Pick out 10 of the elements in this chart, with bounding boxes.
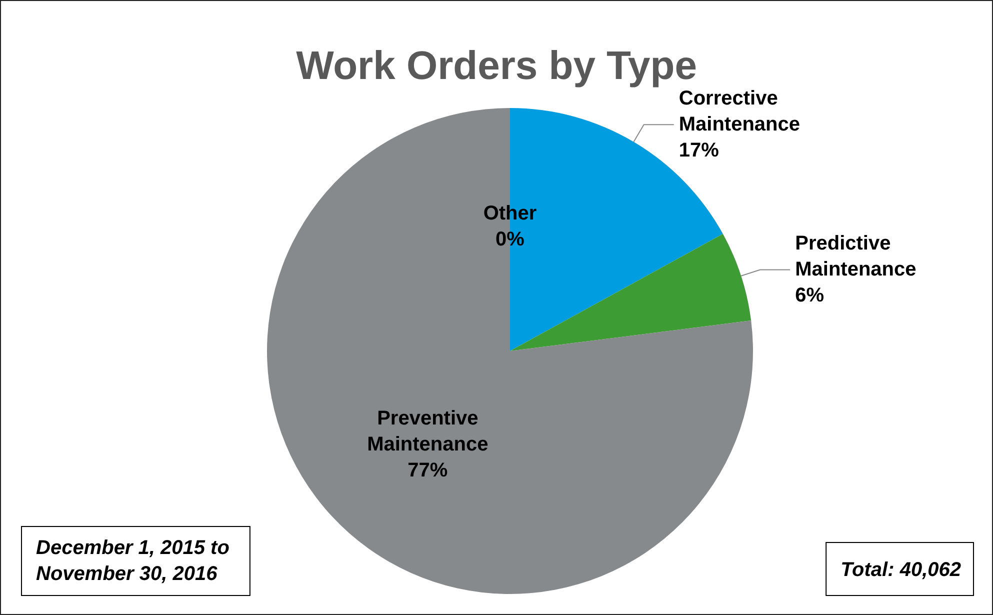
slice-label: Corrective Maintenance [678,88,800,136]
data-label: 17% [678,140,720,162]
data-label: 77% [408,459,448,482]
slice-label: Preventive Maintenance [367,407,488,456]
text: December 1, 2015 to November 30, 2016 [36,537,230,585]
slice-label: Predictive Maintenance [795,232,916,281]
text: Total: 40,062 [840,559,961,581]
data-label: 6% [795,284,824,307]
chart-title: Work Orders by Type [296,44,697,88]
text: 0% [496,228,524,250]
